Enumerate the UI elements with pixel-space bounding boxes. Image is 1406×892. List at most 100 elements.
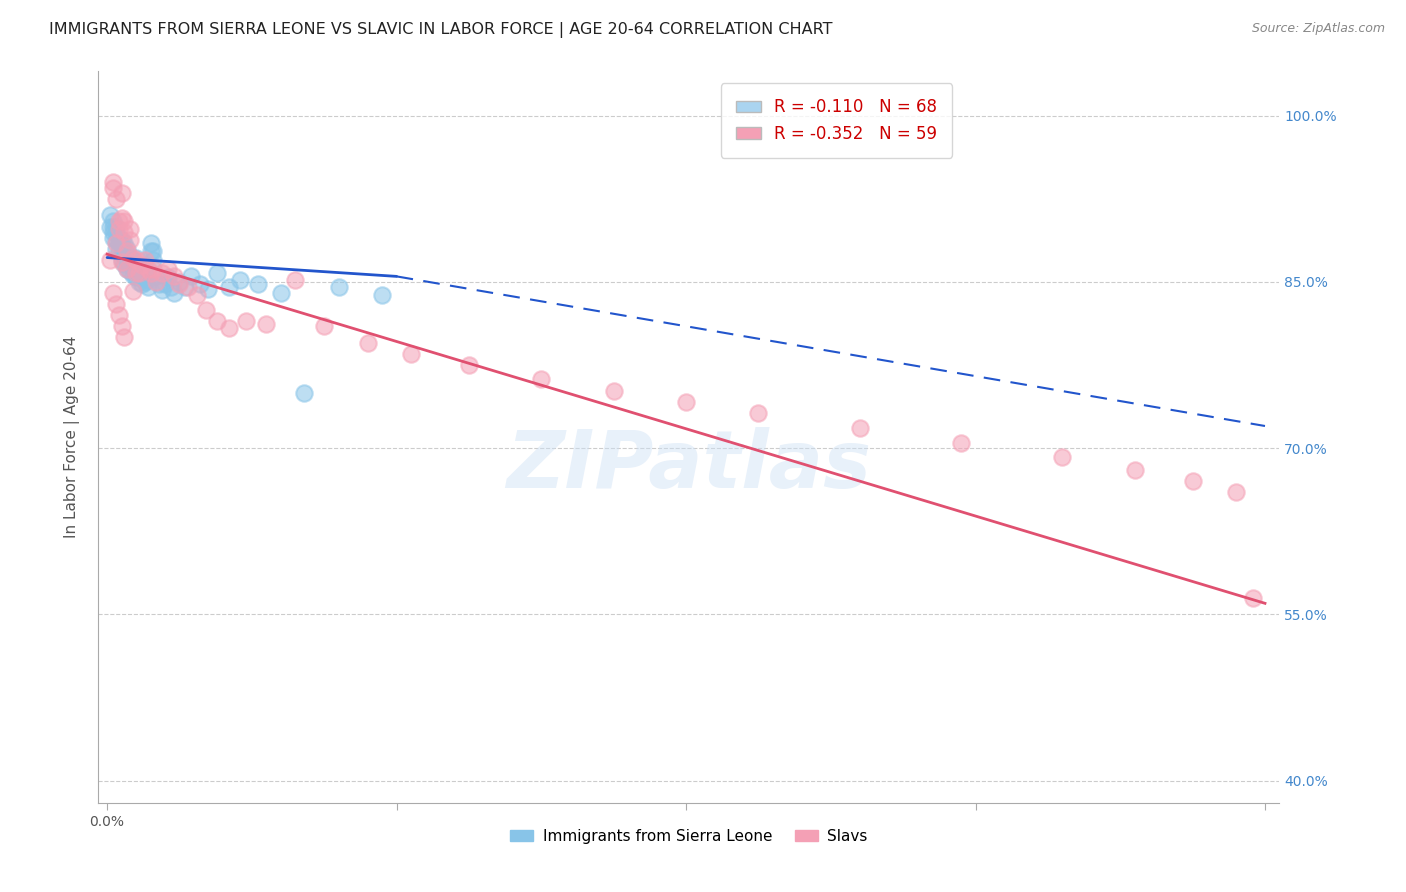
- Point: [98, 209, 121, 223]
- Legend: Immigrants from Sierra Leone, Slavs: Immigrants from Sierra Leone, Slavs: [505, 822, 873, 850]
- Text: Source: ZipAtlas.com: Source: ZipAtlas.com: [1251, 22, 1385, 36]
- Point: [122, 252, 145, 267]
- Point: [142, 252, 165, 267]
- Point: [128, 266, 150, 280]
- Point: [1123, 463, 1146, 477]
- Point: [117, 247, 139, 261]
- Point: [163, 269, 186, 284]
- Point: [139, 266, 162, 280]
- Point: [110, 186, 132, 201]
- Point: [134, 275, 156, 289]
- Point: [371, 288, 394, 302]
- Point: [128, 260, 150, 274]
- Point: [125, 252, 148, 267]
- Point: [114, 214, 136, 228]
- Point: [114, 243, 136, 257]
- Point: [120, 257, 142, 271]
- Point: [148, 277, 170, 292]
- Point: [197, 282, 219, 296]
- Point: [114, 225, 136, 239]
- Point: [122, 284, 145, 298]
- Text: IMMIGRANTS FROM SIERRA LEONE VS SLAVIC IN LABOR FORCE | AGE 20-64 CORRELATION CH: IMMIGRANTS FROM SIERRA LEONE VS SLAVIC I…: [49, 22, 832, 38]
- Point: [117, 261, 139, 276]
- Point: [150, 266, 173, 280]
- Point: [117, 255, 139, 269]
- Point: [1052, 450, 1074, 464]
- Point: [254, 317, 277, 331]
- Point: [270, 285, 292, 300]
- Point: [153, 277, 176, 292]
- Point: [131, 277, 153, 292]
- Point: [134, 252, 156, 267]
- Point: [174, 280, 197, 294]
- Point: [156, 261, 179, 276]
- Point: [131, 269, 153, 284]
- Point: [110, 239, 132, 253]
- Point: [194, 302, 217, 317]
- Point: [530, 372, 553, 386]
- Point: [122, 251, 145, 265]
- Point: [122, 268, 145, 283]
- Point: [218, 321, 240, 335]
- Point: [131, 258, 153, 272]
- Point: [284, 273, 307, 287]
- Point: [107, 308, 129, 322]
- Point: [114, 330, 136, 344]
- Point: [110, 252, 132, 267]
- Point: [218, 280, 240, 294]
- Point: [120, 221, 142, 235]
- Y-axis label: In Labor Force | Age 20-64: In Labor Force | Age 20-64: [63, 336, 80, 538]
- Point: [125, 264, 148, 278]
- Point: [229, 273, 252, 287]
- Point: [104, 225, 127, 239]
- Point: [104, 297, 127, 311]
- Point: [107, 214, 129, 228]
- Point: [246, 277, 269, 292]
- Point: [110, 319, 132, 334]
- Point: [205, 314, 228, 328]
- Point: [114, 249, 136, 263]
- Point: [145, 269, 167, 284]
- Point: [747, 406, 769, 420]
- Point: [128, 275, 150, 289]
- Point: [356, 335, 378, 350]
- Point: [117, 244, 139, 258]
- Point: [117, 242, 139, 256]
- Point: [114, 236, 136, 251]
- Point: [458, 358, 481, 372]
- Point: [110, 233, 132, 247]
- Point: [101, 180, 124, 194]
- Point: [950, 435, 973, 450]
- Point: [399, 347, 422, 361]
- Point: [120, 251, 142, 265]
- Point: [186, 288, 208, 302]
- Point: [156, 270, 179, 285]
- Point: [136, 261, 159, 276]
- Point: [675, 394, 697, 409]
- Point: [128, 266, 150, 280]
- Point: [104, 242, 127, 256]
- Point: [145, 275, 167, 289]
- Point: [180, 269, 202, 284]
- Point: [125, 251, 148, 265]
- Point: [101, 175, 124, 189]
- Point: [142, 261, 165, 276]
- Point: [107, 236, 129, 251]
- Point: [120, 264, 142, 278]
- Point: [169, 277, 191, 292]
- Point: [117, 261, 139, 276]
- Point: [139, 236, 162, 251]
- Point: [104, 236, 127, 251]
- Point: [177, 280, 200, 294]
- Point: [114, 257, 136, 271]
- Point: [98, 219, 121, 234]
- Point: [104, 192, 127, 206]
- Point: [142, 244, 165, 258]
- Point: [125, 266, 148, 280]
- Point: [602, 384, 624, 398]
- Point: [107, 244, 129, 258]
- Point: [169, 275, 191, 289]
- Point: [1225, 485, 1247, 500]
- Point: [101, 230, 124, 244]
- Point: [107, 221, 129, 235]
